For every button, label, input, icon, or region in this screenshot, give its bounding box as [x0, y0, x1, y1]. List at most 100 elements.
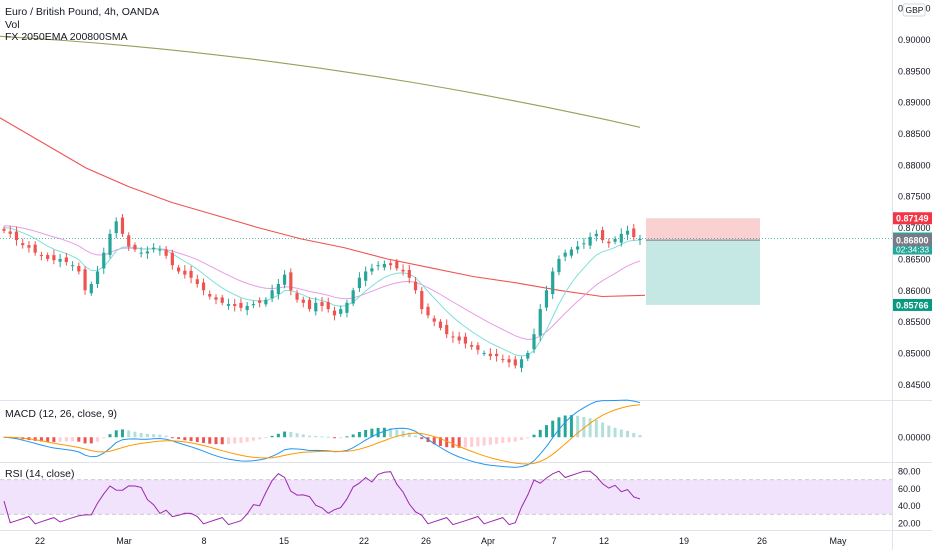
stop-price-tag[interactable] [893, 212, 932, 225]
candle-body[interactable] [482, 352, 486, 354]
candle-body[interactable] [251, 304, 256, 306]
candle-body[interactable] [569, 249, 574, 256]
candle-body[interactable] [133, 244, 137, 250]
candle-body[interactable] [426, 306, 430, 316]
candle-body[interactable] [226, 304, 231, 306]
candle-body[interactable] [270, 290, 274, 299]
candle-body[interactable] [2, 228, 6, 231]
candle-body[interactable] [301, 299, 305, 303]
candle-body[interactable] [501, 359, 505, 361]
take-profit-zone[interactable] [646, 240, 760, 305]
candle-body[interactable] [21, 243, 25, 246]
candle-body[interactable] [8, 231, 12, 234]
candle-body[interactable] [314, 302, 318, 312]
candle-body[interactable] [46, 255, 50, 259]
candle-body[interactable] [401, 269, 405, 272]
candle-body[interactable] [395, 261, 399, 269]
candle-body[interactable] [120, 217, 125, 234]
candle-body[interactable] [432, 318, 436, 322]
candle-body[interactable] [420, 291, 424, 310]
candle-body[interactable] [152, 247, 156, 250]
candle-body[interactable] [370, 268, 374, 272]
candle-body[interactable] [613, 238, 617, 242]
candle-body[interactable] [158, 249, 162, 251]
candle-body[interactable] [457, 336, 461, 341]
candle-body[interactable] [295, 293, 299, 300]
candle-body[interactable] [563, 252, 567, 257]
rsi-legend[interactable]: RSI (14, close) [5, 468, 75, 480]
candle-body[interactable] [519, 359, 524, 368]
candle-body[interactable] [102, 252, 106, 269]
volume-legend[interactable]: Vol [5, 19, 20, 31]
candle-body[interactable] [376, 265, 380, 267]
candle-body[interactable] [39, 254, 44, 256]
candle-body[interactable] [58, 258, 62, 262]
candle-body[interactable] [339, 309, 343, 314]
candle-body[interactable] [214, 297, 218, 300]
candle-body[interactable] [320, 302, 324, 306]
candle-body[interactable] [145, 251, 150, 254]
candle-body[interactable] [332, 310, 337, 316]
candle-body[interactable] [588, 236, 592, 246]
candle-body[interactable] [276, 284, 280, 295]
currency-badge[interactable] [902, 3, 926, 17]
candle-body[interactable] [526, 352, 530, 359]
symbol-title[interactable]: Euro / British Pound, 4h, OANDA [5, 6, 160, 18]
candle-body[interactable] [208, 294, 212, 297]
candle-body[interactable] [557, 258, 561, 273]
candle-body[interactable] [282, 274, 287, 285]
candle-body[interactable] [451, 336, 455, 338]
candle-body[interactable] [127, 235, 131, 247]
candle-body[interactable] [33, 244, 37, 253]
candle-body[interactable] [114, 221, 118, 234]
candle-body[interactable] [70, 265, 75, 267]
candle-body[interactable] [544, 290, 549, 308]
candle-body[interactable] [476, 345, 480, 350]
candle-body[interactable] [233, 304, 237, 306]
candle-body[interactable] [638, 238, 642, 240]
candle-body[interactable] [326, 302, 330, 310]
candle-body[interactable] [176, 267, 181, 272]
candle-body[interactable] [108, 233, 112, 255]
candle-body[interactable] [357, 277, 362, 289]
target-price-tag[interactable] [893, 298, 932, 311]
candle-body[interactable] [239, 302, 243, 308]
candle-body[interactable] [488, 353, 492, 357]
candle-body[interactable] [532, 334, 536, 350]
candle-body[interactable] [52, 255, 56, 261]
indicator-legend[interactable]: FX 2050EMA 200800SMA [5, 31, 128, 43]
candle-body[interactable] [189, 270, 193, 278]
candle-body[interactable] [64, 257, 68, 263]
entry-price-tag[interactable] [893, 234, 932, 247]
candle-body[interactable] [27, 245, 31, 248]
candle-body[interactable] [407, 269, 411, 278]
candle-body[interactable] [220, 297, 224, 303]
candle-body[interactable] [594, 233, 598, 237]
candle-body[interactable] [538, 309, 542, 336]
candle-body[interactable] [513, 359, 517, 366]
candle-body[interactable] [607, 241, 611, 244]
candle-body[interactable] [258, 300, 262, 303]
candle-body[interactable] [170, 252, 174, 266]
candle-body[interactable] [164, 249, 168, 256]
stop-loss-zone[interactable] [646, 218, 760, 241]
candle-body[interactable] [264, 299, 268, 305]
candle-body[interactable] [576, 246, 580, 250]
candle-body[interactable] [470, 345, 474, 347]
candle-body[interactable] [600, 230, 605, 241]
candle-body[interactable] [139, 252, 143, 254]
candle-body[interactable] [445, 324, 449, 335]
candle-body[interactable] [89, 284, 93, 294]
candle-body[interactable] [289, 272, 293, 291]
candle-body[interactable] [351, 290, 355, 304]
candle-body[interactable] [95, 271, 100, 285]
candle-body[interactable] [14, 231, 19, 241]
candle-body[interactable] [307, 299, 312, 310]
candle-body[interactable] [201, 282, 206, 291]
candle-body[interactable] [382, 263, 386, 268]
candle-body[interactable] [364, 271, 368, 281]
candle-body[interactable] [83, 269, 87, 291]
candle-body[interactable] [625, 230, 630, 235]
candle-body[interactable] [463, 336, 468, 344]
